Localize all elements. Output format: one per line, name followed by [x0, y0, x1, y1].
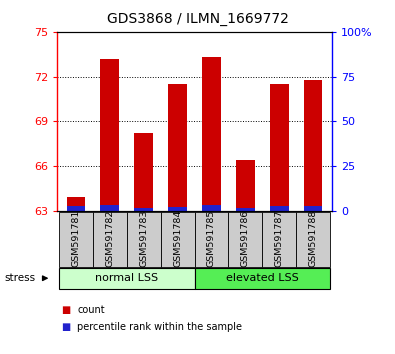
Bar	[228, 212, 262, 267]
Text: normal LSS: normal LSS	[95, 273, 158, 283]
Text: GDS3868 / ILMN_1669772: GDS3868 / ILMN_1669772	[107, 12, 288, 27]
Text: GSM591787: GSM591787	[275, 210, 284, 267]
Text: percentile rank within the sample: percentile rank within the sample	[77, 322, 242, 332]
Text: ■: ■	[61, 305, 70, 315]
Bar	[304, 80, 322, 211]
Bar	[67, 197, 85, 211]
Bar	[93, 212, 127, 267]
Bar	[67, 206, 85, 211]
Bar	[270, 206, 289, 211]
Bar	[134, 209, 153, 211]
Bar	[134, 133, 153, 211]
Bar	[236, 160, 255, 211]
Text: GSM591788: GSM591788	[308, 210, 318, 267]
Bar	[270, 84, 289, 211]
Bar	[195, 212, 228, 267]
Bar	[296, 212, 330, 267]
Bar	[195, 268, 330, 289]
Bar	[168, 207, 187, 211]
Bar	[59, 212, 93, 267]
Text: count: count	[77, 305, 105, 315]
Text: ■: ■	[61, 322, 70, 332]
Text: GSM591781: GSM591781	[71, 210, 81, 267]
Bar	[202, 205, 221, 211]
Bar	[304, 206, 322, 211]
Text: GSM591786: GSM591786	[241, 210, 250, 267]
Text: elevated LSS: elevated LSS	[226, 273, 299, 283]
Bar	[161, 212, 195, 267]
Bar	[202, 57, 221, 211]
Bar	[262, 212, 296, 267]
Bar	[100, 59, 119, 211]
Text: GSM591783: GSM591783	[139, 210, 148, 268]
Bar	[168, 84, 187, 211]
Text: stress: stress	[4, 273, 35, 283]
Text: GSM591782: GSM591782	[105, 210, 114, 267]
Bar	[100, 205, 119, 211]
Bar	[59, 268, 195, 289]
Bar	[127, 212, 161, 267]
Text: GSM591784: GSM591784	[173, 210, 182, 267]
Text: GSM591785: GSM591785	[207, 210, 216, 267]
Bar	[236, 208, 255, 211]
